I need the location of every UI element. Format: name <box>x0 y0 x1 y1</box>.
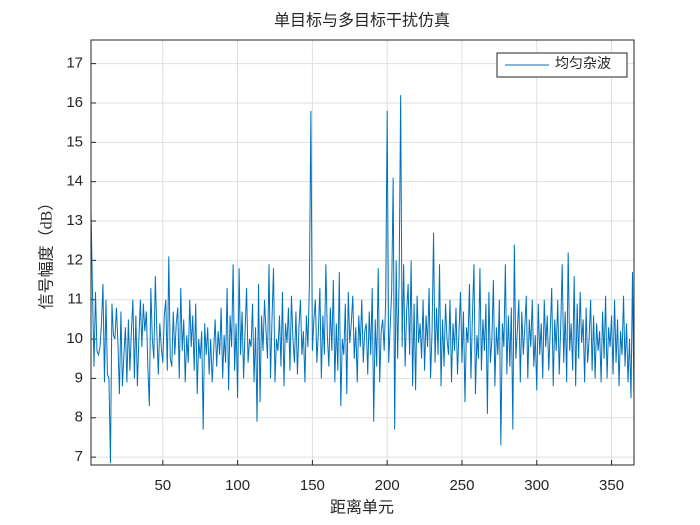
chart-title: 单目标与多目标干扰仿真 <box>274 12 450 30</box>
plot-area <box>91 40 634 465</box>
y-axis-label: 信号幅度（dB） <box>38 195 56 310</box>
x-tick-label: 150 <box>300 477 325 494</box>
y-tick-label: 11 <box>67 291 83 308</box>
x-tick-label: 50 <box>154 477 171 494</box>
y-tick-label: 13 <box>66 212 83 229</box>
y-tick-label: 16 <box>66 94 83 111</box>
data-line <box>90 95 635 464</box>
y-tick-label: 15 <box>66 133 83 150</box>
y-tick-label: 12 <box>66 251 83 268</box>
y-tick-label: 7 <box>75 448 83 465</box>
axes-box <box>90 39 635 466</box>
x-tick-label: 250 <box>449 477 474 494</box>
y-tick-label: 17 <box>66 55 83 72</box>
x-tick-label: 200 <box>375 477 400 494</box>
legend-label: 均匀杂波 <box>555 56 611 72</box>
x-tick-label: 300 <box>524 477 549 494</box>
y-tick-label: 8 <box>75 409 83 426</box>
x-axis-label: 距离单元 <box>330 499 394 517</box>
y-tick-label: 10 <box>66 330 83 347</box>
x-tick-label: 100 <box>225 477 250 494</box>
y-tick-label: 14 <box>66 173 83 190</box>
x-tick-label: 350 <box>599 477 624 494</box>
y-tick-label: 9 <box>75 369 83 386</box>
